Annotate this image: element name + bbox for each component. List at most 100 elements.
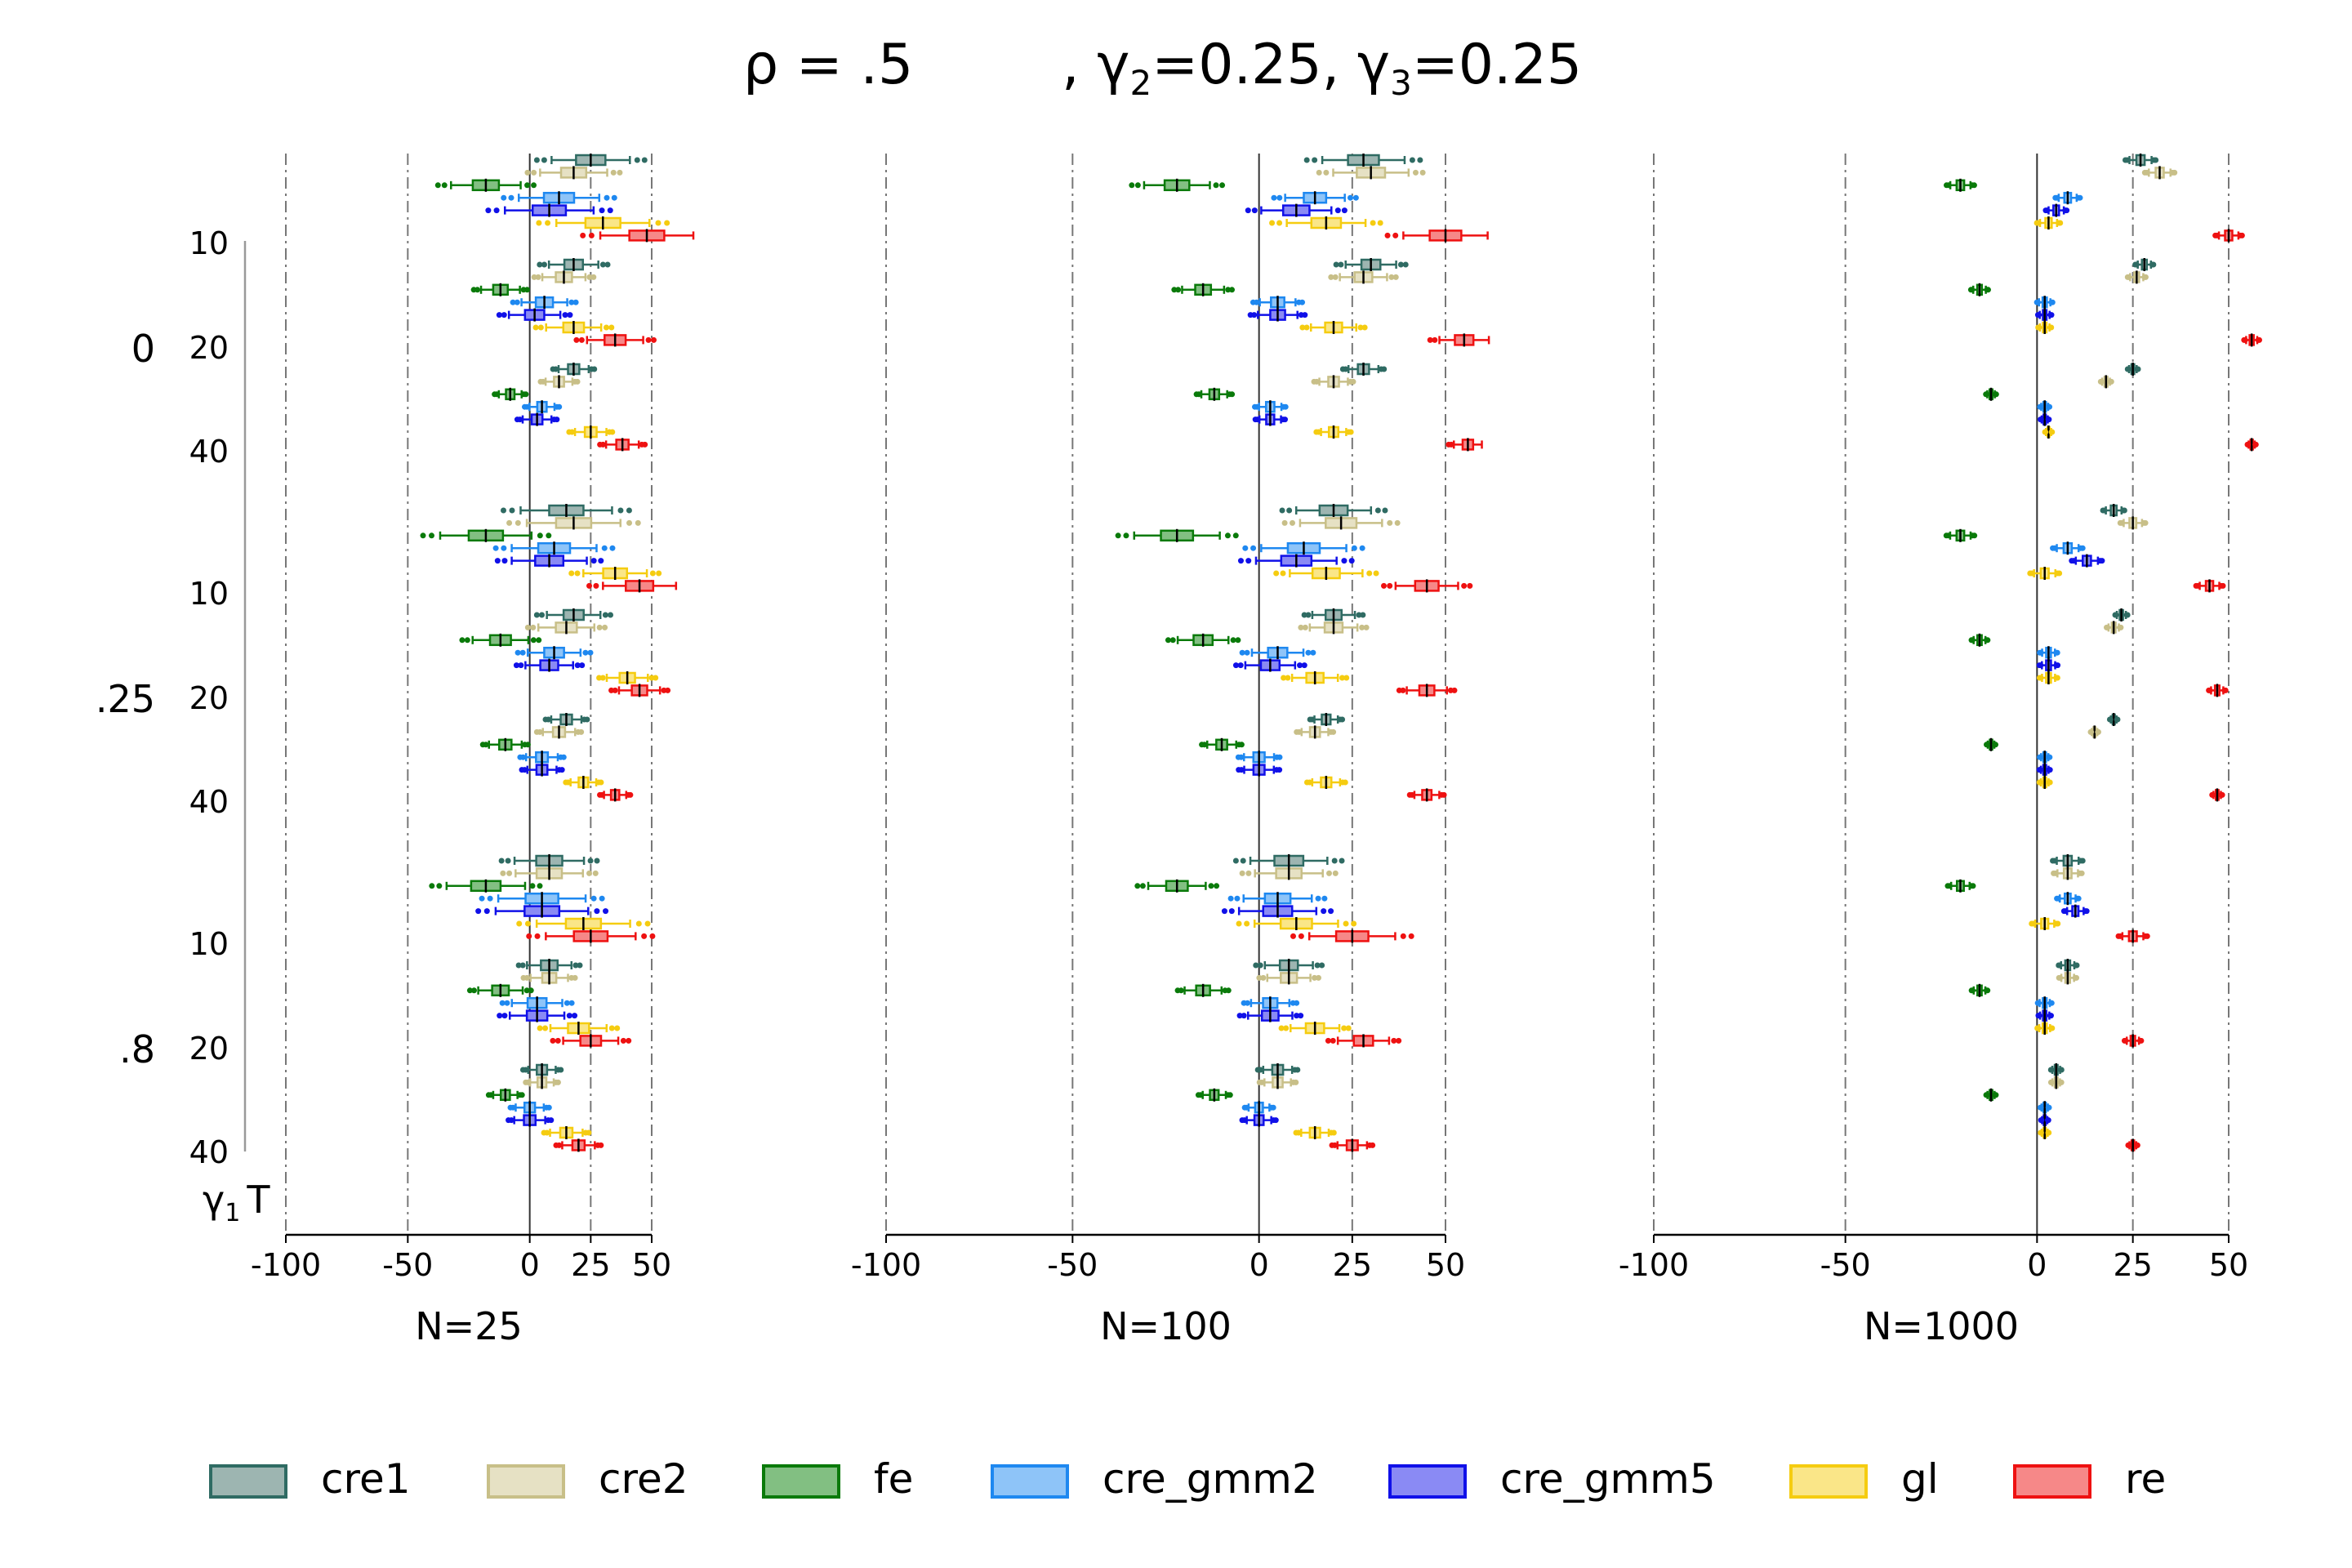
outlier-point — [520, 754, 527, 760]
box-cre_gmm5 — [485, 203, 613, 217]
gamma1-label: .25 — [96, 677, 155, 721]
outlier-point — [1314, 962, 1321, 969]
outlier-point — [1984, 287, 1990, 293]
outlier-point — [641, 157, 648, 163]
box-cre2 — [2047, 1076, 2065, 1089]
outlier-point — [1312, 974, 1318, 981]
outlier-point — [522, 742, 528, 748]
box-fe — [1174, 983, 1232, 997]
outlier-point — [2036, 312, 2042, 318]
box-re — [1384, 229, 1489, 243]
outlier-point — [2088, 728, 2095, 735]
outlier-point — [1348, 558, 1355, 564]
outlier-point — [1384, 232, 1391, 238]
outlier-point — [1417, 157, 1423, 163]
outlier-point — [2047, 324, 2054, 331]
box-cre1 — [1279, 504, 1388, 517]
outlier-point — [1387, 519, 1393, 526]
outlier-point — [1228, 908, 1235, 915]
outlier-point — [610, 169, 617, 176]
outlier-point — [1408, 933, 1414, 939]
outlier-point — [519, 962, 526, 969]
box-re — [580, 229, 695, 243]
outlier-point — [2053, 662, 2060, 669]
outlier-point — [524, 920, 531, 927]
box-fe — [1944, 879, 1976, 893]
box-cre_gmm2 — [479, 892, 605, 906]
outlier-point — [2035, 1000, 2042, 1006]
box-cre2 — [2087, 725, 2101, 739]
outlier-point — [2051, 545, 2058, 551]
outlier-point — [1402, 261, 1409, 268]
legend-label: fe — [874, 1455, 913, 1503]
outlier-point — [2038, 675, 2044, 681]
outlier-point — [521, 767, 528, 773]
outlier-point — [635, 920, 642, 927]
outlier-point — [532, 324, 539, 331]
outlier-point — [514, 299, 520, 305]
outlier-point — [606, 429, 612, 435]
outlier-point — [2038, 403, 2044, 410]
box-gl — [1299, 321, 1368, 334]
box-cre_gmm2 — [499, 996, 575, 1010]
corner-t: T — [246, 1178, 270, 1222]
box-cre2 — [524, 166, 623, 180]
outlier-point — [520, 391, 527, 398]
outlier-point — [524, 182, 531, 189]
outlier-point — [1448, 441, 1454, 448]
x-tick-label: -50 — [1047, 1247, 1098, 1283]
box-cre2 — [1256, 971, 1322, 985]
outlier-point — [577, 962, 583, 969]
outlier-point — [1359, 624, 1365, 630]
outlier-point — [599, 675, 606, 681]
outlier-point — [499, 1000, 506, 1006]
gamma1-label: .8 — [119, 1027, 155, 1071]
outlier-point — [601, 545, 608, 551]
box-re — [1329, 1138, 1376, 1152]
outlier-point — [1256, 974, 1263, 981]
outlier-point — [2072, 974, 2078, 981]
outlier-point — [650, 336, 657, 343]
outlier-point — [608, 612, 614, 618]
outlier-point — [545, 220, 551, 226]
outlier-point — [2136, 1037, 2143, 1044]
outlier-point — [1239, 870, 1245, 876]
box-fe — [1165, 633, 1241, 647]
outlier-point — [655, 220, 662, 226]
outlier-point — [537, 883, 543, 889]
box-cre_gmm2 — [2034, 996, 2055, 1010]
outlier-point — [1351, 920, 1357, 927]
box-gl — [596, 671, 659, 684]
outlier-point — [1245, 207, 1251, 214]
outlier-point — [2037, 767, 2043, 773]
outlier-point — [1224, 532, 1231, 539]
outlier-point — [564, 1000, 570, 1006]
box-cre_gmm5 — [475, 904, 609, 918]
box-cre2 — [506, 516, 641, 530]
box-cre2 — [1311, 375, 1356, 389]
outlier-point — [501, 1013, 508, 1019]
outlier-point — [483, 908, 490, 915]
outlier-point — [2101, 507, 2108, 514]
outlier-point — [1432, 336, 1438, 343]
box-cre_gmm2 — [1227, 892, 1328, 906]
box-cre_gmm5 — [1232, 658, 1307, 672]
outlier-point — [626, 1037, 632, 1044]
outlier-point — [2047, 312, 2054, 318]
outlier-point — [1391, 1037, 1397, 1044]
outlier-point — [587, 858, 594, 864]
outlier-point — [2218, 791, 2225, 798]
outlier-point — [526, 933, 532, 939]
outlier-point — [1316, 974, 1322, 981]
box-cre_gmm5 — [2035, 1009, 2054, 1022]
outlier-point — [2134, 1142, 2140, 1148]
box-re — [2193, 579, 2226, 593]
outlier-point — [1251, 207, 1258, 214]
outlier-point — [1343, 675, 1350, 681]
box-cre1 — [550, 363, 598, 376]
box-re — [2121, 1034, 2145, 1048]
outlier-point — [1332, 274, 1339, 280]
outlier-point — [649, 570, 656, 577]
outlier-point — [516, 920, 523, 927]
outlier-point — [648, 675, 655, 681]
